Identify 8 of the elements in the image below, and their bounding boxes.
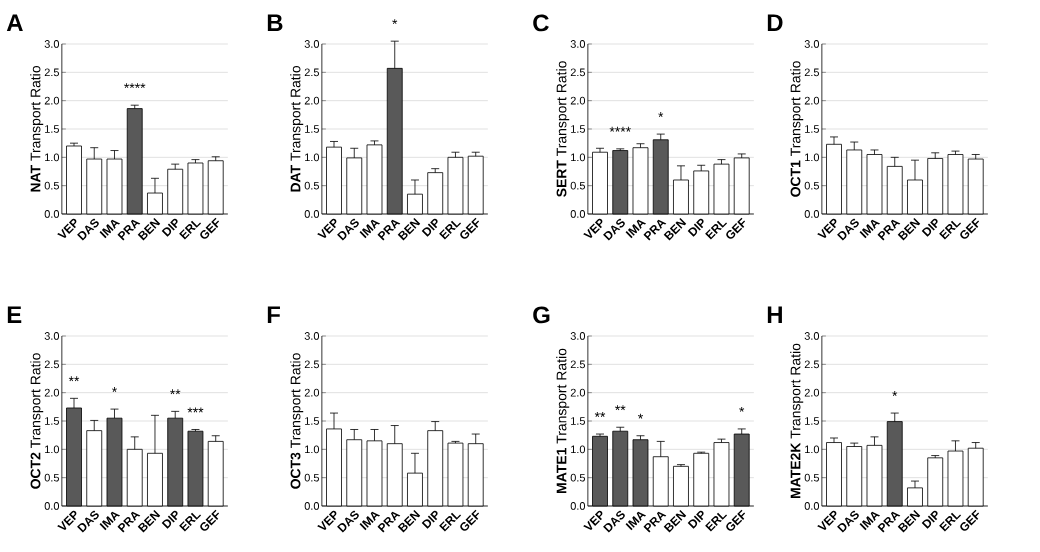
chart-title: C bbox=[533, 14, 549, 32]
chart-title: F bbox=[267, 306, 280, 323]
chart-title: B bbox=[267, 14, 283, 31]
chart-title: H bbox=[767, 306, 782, 323]
chart-title: A bbox=[6, 14, 23, 31]
chart-title: D bbox=[767, 14, 783, 31]
chart-title: G bbox=[533, 306, 550, 324]
chart-title: E bbox=[7, 306, 22, 323]
